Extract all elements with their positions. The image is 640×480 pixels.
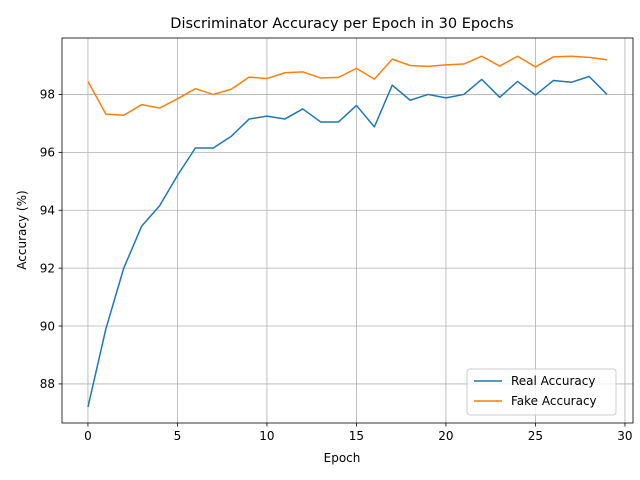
legend-label-fake: Fake Accuracy xyxy=(511,394,597,408)
plot-frame xyxy=(61,37,634,424)
real-accuracy-line xyxy=(87,75,608,408)
y-tick-label: 96 xyxy=(40,146,55,160)
fake-accuracy-line xyxy=(87,55,608,117)
y-tick-label: 98 xyxy=(40,88,55,102)
x-tick-label: 10 xyxy=(259,429,274,443)
y-tick-label: 94 xyxy=(40,204,55,218)
x-tick-label: 25 xyxy=(528,429,543,443)
x-tick-label: 15 xyxy=(349,429,364,443)
y-tick-label: 92 xyxy=(40,261,55,275)
series-lines xyxy=(87,55,608,408)
chart-title: Discriminator Accuracy per Epoch in 30 E… xyxy=(170,16,513,32)
legend: Real Accuracy Fake Accuracy xyxy=(466,368,617,416)
y-tick-label: 90 xyxy=(40,319,55,333)
y-tick-label: 88 xyxy=(40,377,55,391)
x-tick-label: 20 xyxy=(438,429,453,443)
axis-ticks: 0 5 10 15 20 25 30 88 90 92 94 96 98 xyxy=(40,88,633,443)
x-tick-label: 5 xyxy=(174,429,182,443)
legend-frame xyxy=(466,368,617,416)
legend-label-real: Real Accuracy xyxy=(511,374,595,388)
grid-lines xyxy=(62,38,633,423)
x-tick-label: 30 xyxy=(617,429,632,443)
x-axis-label: Epoch xyxy=(324,451,361,465)
y-axis-label: Accuracy (%) xyxy=(15,190,29,269)
x-tick-label: 0 xyxy=(84,429,92,443)
